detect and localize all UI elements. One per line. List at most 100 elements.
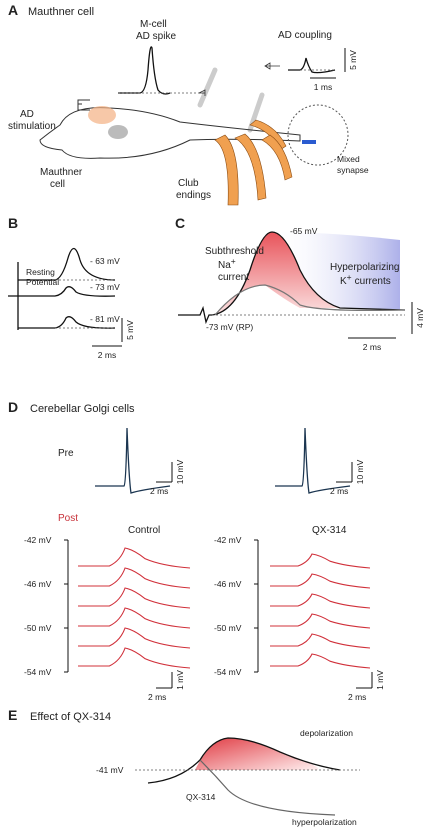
scale-label: 10 mV — [175, 459, 185, 484]
arrow — [264, 62, 280, 70]
charge: + — [347, 272, 352, 282]
k-label-rest: currents — [355, 276, 391, 287]
pre-label: Pre — [58, 448, 74, 459]
panel-letter: A — [8, 2, 18, 18]
post-label: Post — [58, 513, 78, 524]
post-trace — [270, 553, 371, 569]
rest-label: Resting — [26, 267, 55, 277]
potential-label: - 63 mV — [90, 256, 120, 266]
arrow — [198, 89, 206, 96]
spike-label: AD spike — [136, 31, 176, 42]
trace — [18, 247, 116, 281]
scale-label: 4 mV — [415, 308, 425, 328]
ion: Na — [218, 260, 231, 271]
scale-bar — [156, 462, 353, 483]
post-trace — [78, 567, 191, 589]
panel-letter: D — [8, 399, 18, 415]
peak-label: -65 mV — [290, 226, 318, 236]
club-endings — [214, 119, 293, 206]
post-trace — [78, 627, 191, 649]
trace — [178, 231, 406, 325]
scale-label: 5 mV — [125, 320, 135, 340]
trace — [214, 284, 406, 316]
post-trace — [270, 633, 371, 649]
scale-bar — [92, 318, 123, 347]
post-trace — [78, 647, 191, 669]
panel-title: Cerebellar Golgi cells — [30, 403, 135, 415]
post-trace — [78, 607, 191, 629]
post-trace — [270, 573, 371, 589]
stim-site — [88, 106, 116, 124]
potential-label: -50 mV — [24, 623, 52, 633]
electrode — [197, 67, 218, 108]
depol-label: depolarization — [300, 728, 353, 738]
trace — [18, 286, 116, 297]
pre-trace — [95, 427, 171, 494]
potential-label: -46 mV — [214, 579, 242, 589]
gap-junction — [302, 140, 316, 144]
na-label: Na+ — [218, 256, 236, 271]
stim-label: AD — [20, 109, 34, 120]
scale-label: 2 ms — [348, 692, 366, 702]
scale-label: 2 ms — [363, 342, 381, 352]
nucleus — [108, 125, 128, 139]
electrode — [77, 99, 90, 111]
panel-letter: B — [8, 215, 18, 231]
club-label: endings — [176, 190, 211, 201]
depol-region — [195, 738, 318, 770]
coupling-trace — [288, 57, 336, 74]
synapse-label: synapse — [337, 165, 369, 175]
spike-trace — [118, 46, 171, 95]
stim-label: stimulation — [8, 121, 56, 132]
rest-label: -41 mV — [96, 765, 124, 775]
cell-label: cell — [50, 179, 65, 190]
panel-letter: E — [8, 707, 17, 723]
synapse-label: Mixed — [337, 154, 360, 164]
panel-e: E Effect of QX-314 -41 mV depolarization… — [8, 707, 360, 827]
ion: K — [340, 276, 347, 287]
condition-label: Control — [128, 525, 160, 536]
potential-label: -42 mV — [24, 535, 52, 545]
na-label: Subthreshold — [205, 246, 264, 257]
spike-label: M-cell — [140, 19, 167, 30]
k-label: Hyperpolarizing — [330, 262, 399, 273]
scale-bar — [156, 672, 373, 689]
qx-label: QX-314 — [186, 792, 216, 802]
k-region — [272, 232, 400, 310]
panel-d: D Cerebellar Golgi cells Pre Post 2 ms 1… — [8, 399, 385, 702]
trace — [18, 316, 116, 329]
post-trace — [270, 653, 371, 669]
potential-label: -50 mV — [214, 623, 242, 633]
rest-label: Potential — [26, 277, 59, 287]
scale-label: 10 mV — [355, 459, 365, 484]
potential-label: -46 mV — [24, 579, 52, 589]
panel-title: Effect of QX-314 — [30, 711, 111, 723]
scale-label: 1 mV — [375, 670, 385, 690]
panel-a: A Mauthner cell M-cell AD spike AD coupl… — [8, 2, 369, 206]
mauthner-cell — [39, 107, 301, 159]
post-trace — [270, 593, 371, 609]
post-trace — [78, 587, 191, 609]
scale-label: 2 ms — [98, 350, 116, 360]
panel-c: C -65 mV Subthreshold Na+ current Hyperp… — [175, 215, 425, 352]
potential-label: -54 mV — [214, 667, 242, 677]
panel-letter: C — [175, 215, 185, 231]
potential-label: - 73 mV — [90, 282, 120, 292]
club-label: Club — [178, 178, 199, 189]
scale-label: 1 ms — [314, 82, 332, 92]
scale-label: 2 ms — [148, 692, 166, 702]
charge: + — [231, 256, 236, 266]
panel-b: B - 63 mV - 73 mV - 81 mV Resting Potent… — [8, 215, 135, 360]
scale-bar — [348, 302, 413, 339]
condition-label: QX-314 — [312, 525, 347, 536]
scale-label: 2 ms — [150, 486, 168, 496]
potential-label: -54 mV — [24, 667, 52, 677]
rest-label: -73 mV (RP) — [206, 322, 253, 332]
pre-trace — [275, 427, 351, 494]
k-label: K+ currents — [340, 272, 391, 287]
cell-label: Mauthner — [40, 167, 83, 178]
hyperpol-label: hyperpolarization — [292, 817, 357, 827]
post-trace — [78, 547, 191, 569]
potential-label: -42 mV — [214, 535, 242, 545]
